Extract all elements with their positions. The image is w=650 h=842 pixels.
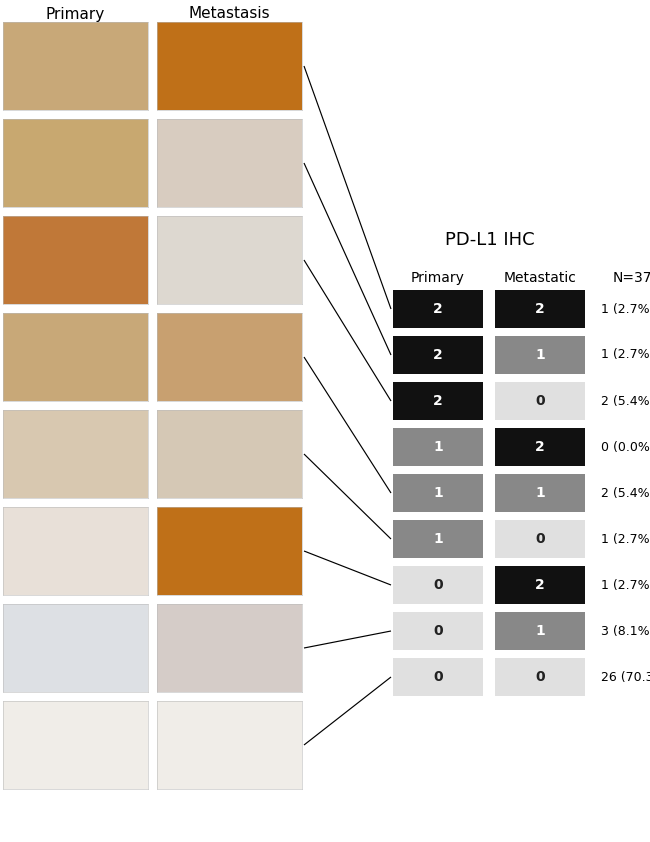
Text: Metastasis: Metastasis [188, 7, 270, 22]
Text: 2: 2 [535, 440, 545, 454]
Text: Primary: Primary [46, 7, 105, 22]
Text: PD-L1 IHC: PD-L1 IHC [445, 231, 535, 249]
Text: 1: 1 [535, 348, 545, 362]
Text: 1: 1 [433, 440, 443, 454]
Text: 0: 0 [535, 394, 545, 408]
Text: 1: 1 [535, 624, 545, 638]
Text: 2: 2 [433, 302, 443, 316]
Text: 0: 0 [535, 670, 545, 684]
Text: 1: 1 [433, 486, 443, 500]
Text: 2: 2 [433, 348, 443, 362]
Text: 0 (0.0%): 0 (0.0%) [601, 440, 650, 454]
Text: 1: 1 [433, 532, 443, 546]
Text: 3 (8.1%): 3 (8.1%) [601, 625, 650, 637]
Text: Primary: Primary [411, 271, 465, 285]
Text: 1 (2.7%): 1 (2.7%) [601, 349, 650, 361]
Text: 1: 1 [535, 486, 545, 500]
Text: 1 (2.7%): 1 (2.7%) [601, 302, 650, 316]
Text: 2: 2 [433, 394, 443, 408]
Text: 2: 2 [535, 302, 545, 316]
Text: 0: 0 [535, 532, 545, 546]
Text: 2 (5.4%): 2 (5.4%) [601, 395, 650, 408]
Text: N=37: N=37 [612, 271, 650, 285]
Text: Metastatic: Metastatic [504, 271, 577, 285]
Text: 0: 0 [433, 578, 443, 592]
Text: 1 (2.7%): 1 (2.7%) [601, 532, 650, 546]
Text: 1 (2.7%): 1 (2.7%) [601, 578, 650, 591]
Text: 2: 2 [535, 578, 545, 592]
Text: 2 (5.4%): 2 (5.4%) [601, 487, 650, 499]
Text: 0: 0 [433, 624, 443, 638]
Text: 26 (70.3%): 26 (70.3%) [601, 670, 650, 684]
Text: 0: 0 [433, 670, 443, 684]
